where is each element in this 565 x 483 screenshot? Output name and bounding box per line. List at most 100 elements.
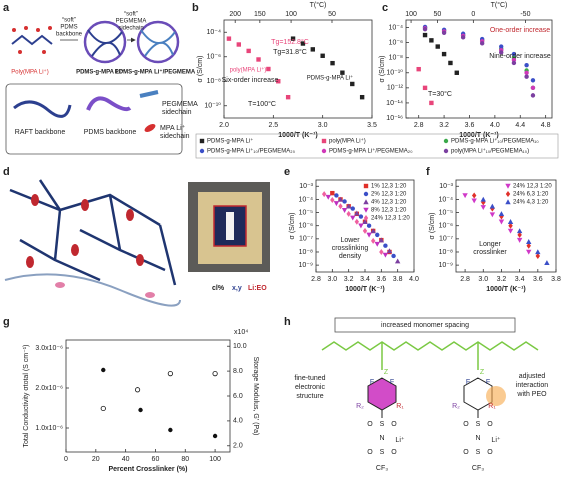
y-tick-label: 10⁻¹² (387, 85, 404, 92)
y-tick-label: 10⁻⁷ (439, 236, 453, 243)
atom-label: F (390, 379, 394, 386)
point (507, 219, 514, 224)
point (310, 47, 315, 52)
top-tick-label: 150 (254, 11, 266, 18)
point (330, 190, 335, 196)
y-tick-label: 10⁻¹⁰ (204, 102, 221, 110)
point (354, 218, 360, 225)
y-axis-label: σ (S/cm) (289, 213, 296, 240)
h-note: electronic (295, 384, 325, 391)
y-tick-label: 10⁻⁶ (299, 223, 313, 230)
legend-box (195, 133, 559, 159)
top-tick-label: 50 (433, 11, 441, 18)
point (441, 51, 447, 57)
panel-label: g (3, 316, 10, 328)
point (366, 223, 372, 228)
y2-tick-label: 2.0 (233, 443, 243, 450)
legend-marker (505, 191, 511, 197)
point (526, 242, 531, 249)
y-tick-label: 10⁻⁹ (299, 262, 313, 269)
atom-label: O (391, 449, 397, 456)
top-tick-label: 0 (471, 11, 475, 18)
y-tick-label: 10⁻⁶ (439, 223, 453, 230)
legend-label: 2% 12,3 1:20 (371, 192, 407, 198)
point (429, 100, 434, 106)
point (526, 239, 532, 244)
legend-marker (363, 183, 369, 189)
point (246, 48, 251, 54)
top-axis-label: T(°C) (310, 1, 327, 9)
point (285, 94, 291, 100)
annotation: T=30°C (428, 90, 452, 98)
atom-label: R₂ (452, 403, 460, 410)
point (212, 433, 218, 439)
point (530, 85, 536, 91)
x-tick-label: 20 (92, 456, 100, 463)
x-tick-label: 2.8 (460, 276, 470, 283)
point (330, 60, 335, 66)
atom-label: F (370, 379, 374, 386)
legend-label: 4% 12,3 1:20 (371, 200, 407, 206)
arrow-label: “soft” (62, 18, 76, 24)
top-tick-label: -50 (520, 11, 530, 18)
h-note: structure (296, 393, 323, 400)
y2-axis-label: Storage Modulus, G' (Pa) (252, 357, 259, 436)
plot-frame (65, 339, 231, 453)
atom-label: F (466, 379, 470, 386)
point (362, 227, 368, 234)
point (391, 253, 396, 259)
y-tick-label: 10⁻³ (299, 183, 313, 190)
y2-tick-label: 4.0 (233, 418, 243, 425)
point (300, 41, 306, 46)
point (325, 194, 331, 200)
point (448, 60, 453, 66)
point (516, 228, 523, 234)
y-tick-label: 10⁻¹⁶ (386, 115, 403, 122)
point (507, 228, 514, 234)
arrow-label: sidechain (118, 26, 143, 32)
legend-label: 24% 6,3 1:20 (513, 192, 549, 198)
point (499, 44, 504, 49)
series-label: PDMS-g-MPA Li⁺ (307, 75, 353, 82)
legend-marker (321, 138, 327, 144)
y-tick-label: 3.0x10⁻⁶ (35, 345, 63, 352)
panel-label: f (426, 166, 430, 178)
panel-label: a (3, 2, 10, 14)
legend-marker (363, 191, 369, 197)
point (346, 210, 351, 217)
point (489, 203, 496, 209)
point (471, 198, 477, 204)
legend-label: PDMS-g-MPA Li⁺₁₀/PEGMEMA₁₀ (451, 138, 539, 145)
legend-label: PDMS-g-MPA Li⁺/PEGMEMA₂₀ (329, 148, 413, 155)
y-axis-label: σ (S/cm) (197, 56, 204, 83)
atom-label: O (391, 421, 397, 428)
y-tick-label: 10⁻⁴ (439, 196, 454, 203)
legend-label: 1% 12,3 1:20 (371, 184, 407, 190)
point (350, 215, 356, 221)
annotation: T=100°C (248, 100, 276, 108)
atom-label: F (486, 379, 490, 386)
point (337, 196, 344, 202)
arrow-label: PDMS (60, 25, 77, 31)
point (342, 199, 347, 204)
x-tick-label: 4.8 (541, 122, 551, 129)
y-axis-label: σ (S/cm) (429, 213, 436, 240)
legend-label: RAFT backbone (15, 129, 66, 136)
x-tick-label: 3.6 (465, 122, 475, 129)
point (454, 70, 459, 75)
y-tick-label: 10⁻⁴ (389, 24, 404, 31)
point (516, 237, 523, 243)
x-tick-label: 3.6 (533, 276, 543, 283)
point (138, 407, 143, 413)
atom-label: N (475, 435, 480, 442)
point (338, 203, 343, 210)
panel-a-drawing (5, 20, 183, 155)
point (422, 85, 428, 91)
point (101, 367, 106, 373)
point (358, 214, 364, 219)
point (374, 241, 380, 247)
plot-frame (223, 19, 373, 119)
y-tick-label: 1.0x10⁻⁶ (35, 425, 63, 432)
atom-label: Li⁺ (395, 436, 404, 444)
